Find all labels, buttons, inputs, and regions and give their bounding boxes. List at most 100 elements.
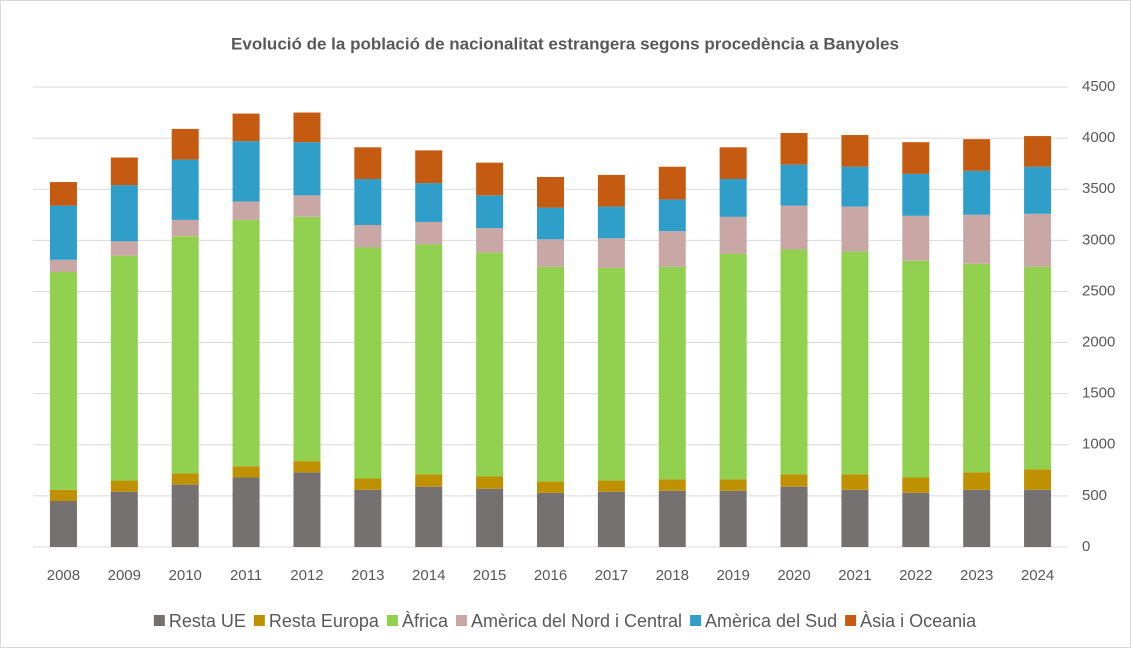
x-tick-label: 2020 <box>777 567 810 584</box>
legend-swatch <box>386 615 398 626</box>
legend-swatch <box>690 615 702 626</box>
bar-segment <box>597 238 625 268</box>
x-tick-label: 2013 <box>351 567 384 584</box>
bar-segment <box>232 477 260 547</box>
bar-segment <box>537 176 564 208</box>
bar-segment <box>780 486 808 547</box>
bar-segment <box>902 215 930 261</box>
bar-segment <box>110 480 138 492</box>
chart-title: Evolució de la població de nacionalitat … <box>231 34 899 53</box>
bar-segment <box>476 488 504 547</box>
bar-segment <box>597 491 625 547</box>
bar-segment <box>415 474 443 487</box>
bar-segment <box>719 147 747 179</box>
bar-segment <box>597 174 625 207</box>
bar-segment <box>902 142 930 174</box>
bar-segment <box>963 170 991 215</box>
bar-segment <box>354 179 382 225</box>
bar-segment <box>49 259 77 273</box>
bar-segment <box>597 480 625 492</box>
bar-segment <box>476 252 504 477</box>
y-tick-label: 2000 <box>1082 334 1115 351</box>
bar-segment <box>658 479 686 491</box>
bar-segment <box>537 481 564 493</box>
bar-segment <box>537 207 564 240</box>
bar-segment <box>537 492 564 547</box>
bar-segment <box>415 486 443 547</box>
bar-segment <box>902 260 930 478</box>
bar-segment <box>354 147 382 179</box>
x-tick-label: 2021 <box>838 567 871 584</box>
bar-segment <box>963 139 991 171</box>
bar-segment <box>719 479 747 491</box>
bar-segment <box>780 164 808 206</box>
bar-segment <box>232 219 260 467</box>
bar-segment <box>232 113 260 142</box>
bar-segment <box>963 472 991 490</box>
bar-segment <box>658 266 686 480</box>
bar-segment <box>537 266 564 482</box>
bar-segment <box>49 205 77 260</box>
bar-segment <box>597 206 625 239</box>
legend-label: Àfrica <box>402 611 449 631</box>
x-tick-label: 2015 <box>473 567 506 584</box>
x-tick-label: 2023 <box>960 567 993 584</box>
bar-segment <box>110 185 138 242</box>
x-tick-label: 2019 <box>716 567 749 584</box>
bar-segment <box>841 251 869 475</box>
x-tick-label: 2016 <box>534 567 567 584</box>
bar-segment <box>110 255 138 481</box>
bar-segment <box>597 267 625 481</box>
bar-segment <box>354 489 382 547</box>
bar-segment <box>719 216 747 254</box>
legend-label: Àsia i Oceania <box>860 611 977 631</box>
y-tick-label: 3000 <box>1082 231 1115 248</box>
legend-label: Resta Europa <box>269 611 380 631</box>
bar-segment <box>232 141 260 202</box>
bar-segment <box>537 239 564 267</box>
legend-swatch <box>253 615 265 626</box>
bar-segment <box>719 179 747 217</box>
x-tick-label: 2010 <box>169 567 202 584</box>
bar-segment <box>171 159 199 220</box>
x-tick-label: 2022 <box>899 567 932 584</box>
bar-segment <box>658 166 686 200</box>
y-tick-label: 1000 <box>1082 436 1115 453</box>
bar-segment <box>49 182 77 206</box>
bar-segment <box>171 128 199 160</box>
legend-label: Amèrica del Nord i Central <box>471 611 682 631</box>
legend-label: Resta UE <box>169 611 246 631</box>
y-tick-label: 0 <box>1082 538 1090 555</box>
bar-segment <box>841 206 869 252</box>
bar-segment <box>1024 266 1052 470</box>
bar-segment <box>902 173 930 216</box>
bar-segment <box>658 231 686 267</box>
bar-segment <box>354 247 382 479</box>
y-tick-label: 3500 <box>1082 180 1115 197</box>
bar-segment <box>1024 166 1052 214</box>
y-tick-label: 4000 <box>1082 129 1115 146</box>
bar-segment <box>963 489 991 547</box>
x-tick-label: 2018 <box>656 567 689 584</box>
bar-segment <box>719 253 747 480</box>
bar-segment <box>293 216 321 462</box>
bar-segment <box>780 474 808 487</box>
bar-segment <box>780 249 808 475</box>
bar-segment <box>476 195 504 229</box>
bar-segment <box>1024 489 1052 547</box>
bar-segment <box>232 201 260 220</box>
bar-segment <box>171 473 199 485</box>
bar-segment <box>171 484 199 547</box>
bar-segment <box>354 225 382 248</box>
x-tick-label: 2024 <box>1021 567 1054 584</box>
x-tick-label: 2014 <box>412 567 445 584</box>
x-tick-label: 2009 <box>108 567 141 584</box>
bar-segment <box>902 477 930 493</box>
bar-segment <box>293 112 321 143</box>
bar-segment <box>354 478 382 490</box>
bar-segment <box>415 150 443 184</box>
bar-segment <box>658 199 686 232</box>
bar-segment <box>232 466 260 478</box>
